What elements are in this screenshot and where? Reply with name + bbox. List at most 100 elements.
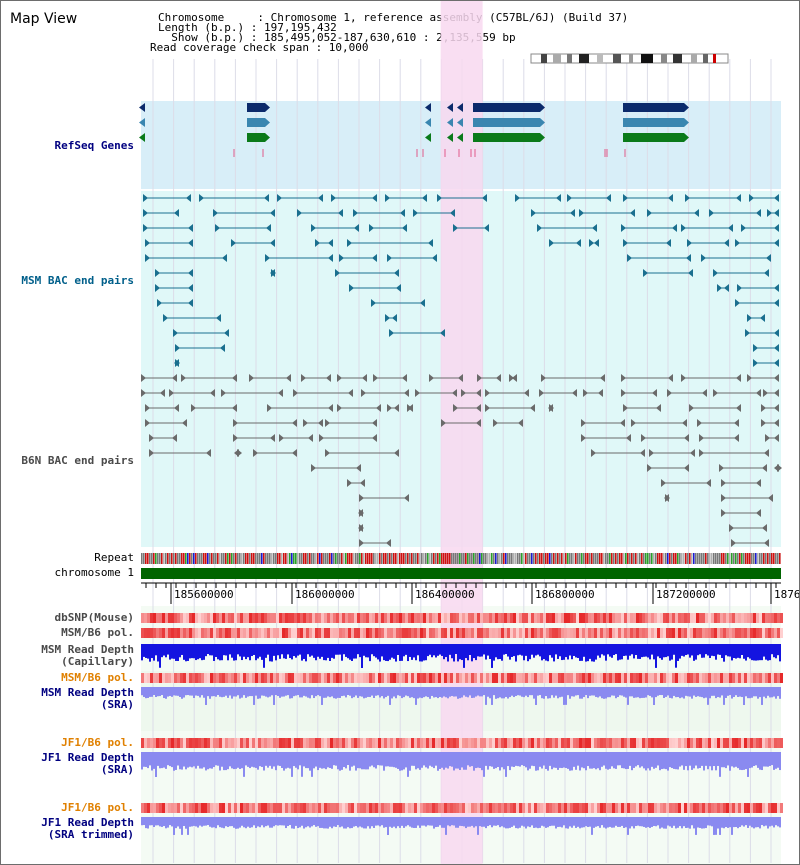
- repeat-element: [523, 553, 525, 564]
- repeat-element: [569, 553, 571, 564]
- jf1-b6-pol-heat: [498, 738, 501, 748]
- jf1-b6-pol-2-heat: [165, 803, 168, 813]
- msm-capillary-depth-bar: [777, 644, 779, 656]
- msm-b6-pol-2-heat: [426, 673, 429, 683]
- jf1-sra-depth-bar: [183, 752, 185, 767]
- dbsnp-heat: [195, 613, 198, 623]
- msm-b6-pol-2-heat: [324, 673, 327, 683]
- jf1-b6-pol-2-heat: [414, 803, 417, 813]
- jf1-b6-pol-2-heat: [597, 803, 600, 813]
- msm-b6-pol-heat: [513, 628, 516, 638]
- jf1-b6-pol-heat: [441, 738, 444, 748]
- dbsnp-heat: [552, 613, 555, 623]
- msm-sra-depth-bar: [175, 687, 177, 696]
- msm-b6-pol-2-heat: [174, 673, 177, 683]
- repeat-element: [639, 553, 641, 564]
- jf1-sra-depth-bar: [727, 752, 729, 766]
- jf1-trimmed-depth-bar: [551, 817, 553, 826]
- repeat-element: [549, 553, 551, 564]
- jf1-b6-pol-2-heat: [756, 803, 759, 813]
- msm-capillary-depth-bar: [463, 644, 465, 668]
- jf1-b6-pol-heat: [618, 738, 621, 748]
- jf1-b6-pol-2-heat: [675, 803, 678, 813]
- msm-sra-depth-bar: [415, 687, 417, 705]
- msm-capillary-depth-bar: [357, 644, 359, 655]
- dbsnp-heat: [606, 613, 609, 623]
- jf1-b6-pol-2-heat: [726, 803, 729, 813]
- msm-b6-pol-heat: [714, 628, 717, 638]
- msm-sra-depth-bar: [671, 687, 673, 699]
- msm-capillary-depth-bar: [731, 644, 733, 661]
- msm-b6-pol-2-heat: [300, 673, 303, 683]
- dbsnp-heat: [213, 613, 216, 623]
- msm-b6-pol-2-heat: [168, 673, 171, 683]
- dbsnp-heat: [537, 613, 540, 623]
- msm-b6-pol-2-heat: [384, 673, 387, 683]
- msm-sra-depth-bar: [465, 687, 467, 697]
- jf1-trimmed-depth-bar: [649, 817, 651, 828]
- repeat-element: [465, 553, 467, 564]
- msm-bac-end: [270, 239, 275, 247]
- jf1-b6-pol-2-heat: [171, 803, 174, 813]
- jf1-trimmed-depth-bar: [481, 817, 483, 827]
- jf1-b6-pol-2-heat: [336, 803, 339, 813]
- msm-b6-pol-heat: [579, 628, 582, 638]
- jf1-trimmed-depth-bar: [389, 817, 391, 827]
- jf1-sra-depth-bar: [477, 752, 479, 768]
- jf1-trimmed-depth-bar: [173, 817, 175, 835]
- b6n-bac-end: [774, 374, 779, 382]
- jf1-sra-depth-bar: [735, 752, 737, 767]
- msm-sra-depth-bar: [523, 687, 525, 698]
- jf1-sra-depth-bar: [203, 752, 205, 768]
- dbsnp-heat: [432, 613, 435, 623]
- msm-capillary-depth-bar: [723, 644, 725, 662]
- gene-arrow: [540, 118, 545, 127]
- b6n-bac-end: [356, 464, 361, 472]
- msm-sra-depth-bar: [559, 687, 561, 698]
- b6n-bac-end: [360, 479, 365, 487]
- jf1-sra-depth-bar: [511, 752, 513, 767]
- repeat-element: [707, 553, 709, 564]
- msm-sra-depth-bar: [403, 687, 405, 698]
- jf1-sra-depth-bar: [397, 752, 399, 769]
- msm-sra-depth-bar: [393, 687, 395, 697]
- jf1-sra-depth-bar: [649, 752, 651, 771]
- repeat-element: [469, 553, 471, 564]
- msm-sra-depth-bar: [395, 687, 397, 699]
- label-chromosome: chromosome 1: [54, 566, 134, 579]
- dbsnp-heat: [708, 613, 711, 623]
- msm-capillary-depth-bar: [369, 644, 371, 662]
- b6n-bac-end: [689, 404, 694, 412]
- msm-b6-pol-heat: [414, 628, 417, 638]
- jf1-trimmed-depth-bar: [533, 817, 535, 828]
- jf1-trimmed-depth-bar: [275, 817, 277, 826]
- jf1-b6-pol-2-heat: [342, 803, 345, 813]
- msm-capillary-depth-bar: [733, 644, 735, 658]
- msm-capillary-depth-bar: [181, 644, 183, 655]
- msm-b6-pol-2-heat: [396, 673, 399, 683]
- msm-sra-depth-bar: [587, 687, 589, 699]
- jf1-trimmed-depth-bar: [291, 817, 293, 829]
- b6n-bac-end: [206, 449, 211, 457]
- jf1-b6-pol-heat: [732, 738, 735, 748]
- jf1-trimmed-depth-bar: [619, 817, 621, 827]
- b6n-bac-end: [337, 374, 342, 382]
- jf1-sra-depth-bar: [147, 752, 149, 769]
- dbsnp-heat: [579, 613, 582, 623]
- msm-sra-depth-bar: [607, 687, 609, 698]
- msm-bac-end: [428, 239, 433, 247]
- jf1-b6-pol-heat: [432, 738, 435, 748]
- msm-sra-depth-bar: [685, 687, 687, 696]
- jf1-sra-depth-bar: [245, 752, 247, 766]
- repeat-element: [745, 553, 747, 564]
- msm-b6-pol-heat: [510, 628, 513, 638]
- jf1-trimmed-depth-bar: [415, 817, 417, 828]
- jf1-b6-pol-2-heat: [603, 803, 606, 813]
- msm-bac-end: [339, 254, 344, 262]
- msm-b6-pol-2-heat: [666, 673, 669, 683]
- msm-b6-pol-2-heat: [279, 673, 282, 683]
- ideogram-band: [691, 54, 697, 63]
- jf1-b6-pol-2-heat: [258, 803, 261, 813]
- msm-sra-depth-bar: [365, 687, 367, 698]
